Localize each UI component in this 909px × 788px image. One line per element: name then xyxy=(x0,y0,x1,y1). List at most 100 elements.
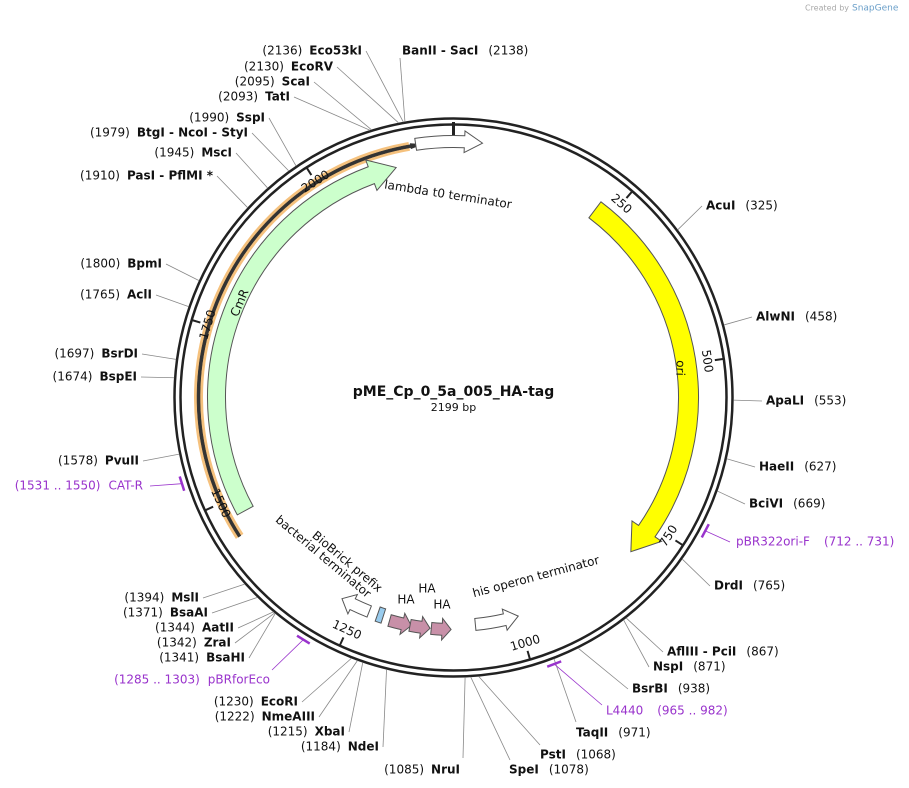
tick-mark xyxy=(625,190,634,199)
enzyme-name: ScaI xyxy=(282,75,310,89)
enzyme-leader xyxy=(165,263,200,281)
primer-range: (1531 .. 1550) xyxy=(15,479,101,493)
enzyme-name: EcoRI xyxy=(261,695,298,709)
feature-label: HA xyxy=(418,582,436,596)
enzyme-name: NspI xyxy=(653,660,683,674)
tick-mark xyxy=(305,166,313,176)
enzyme-leader xyxy=(382,669,387,748)
enzyme-name: HaeII xyxy=(759,460,794,474)
enzyme-name: ZraI xyxy=(204,636,231,650)
primer-range: (1285 .. 1303) xyxy=(114,673,200,687)
tick-mark xyxy=(204,505,214,512)
tick-mark xyxy=(526,650,532,660)
tick-mark xyxy=(714,357,724,362)
enzyme-name: Eco53kI xyxy=(309,44,362,58)
enzyme-position: (2138) xyxy=(488,44,528,58)
tick-label: 500 xyxy=(699,349,716,374)
enzyme-position: (1697) xyxy=(54,347,94,361)
enzyme-position: (2093) xyxy=(218,90,258,104)
enzyme-position: (1910) xyxy=(80,169,120,183)
enzyme-name: NmeAIII xyxy=(262,710,315,724)
enzyme-name: BpmI xyxy=(127,257,162,271)
enzyme-leader xyxy=(577,647,629,690)
enzyme-position: (1394) xyxy=(124,591,164,605)
enzyme-name: EcoRV xyxy=(291,60,334,74)
enzyme-leader xyxy=(623,619,650,668)
enzyme-position: (2136) xyxy=(262,44,302,58)
enzyme-name: BsrBI xyxy=(632,682,668,696)
enzyme-name: DrdI xyxy=(714,579,743,593)
feature-arrow xyxy=(341,593,373,618)
enzyme-name: MscI xyxy=(201,146,232,160)
enzyme-name: NruI xyxy=(431,763,460,777)
enzyme-position: (1578) xyxy=(58,454,98,468)
feature-arrow xyxy=(387,611,412,636)
enzyme-name: AcuI xyxy=(706,199,735,213)
enzyme-name: SpeI xyxy=(509,763,539,777)
tick-mark xyxy=(674,539,684,547)
enzyme-name: BsrDI xyxy=(101,347,138,361)
enzyme-leader xyxy=(248,613,276,659)
enzyme-name: TaqII xyxy=(576,726,608,740)
enzyme-leader xyxy=(211,597,258,614)
primer-range: (965 .. 982) xyxy=(657,704,727,718)
enzyme-position: (867) xyxy=(746,645,778,659)
enzyme-leader xyxy=(348,662,364,733)
feature-label: bacterial terminator xyxy=(273,513,374,601)
enzyme-position: (2095) xyxy=(235,75,275,89)
primer-range: (712 .. 731) xyxy=(824,535,894,549)
enzyme-position: (1765) xyxy=(80,288,120,302)
enzyme-leader xyxy=(462,677,466,759)
primer-leader xyxy=(705,530,731,543)
enzyme-name: ApaLI xyxy=(766,394,804,408)
enzyme-leader xyxy=(553,658,577,723)
enzyme-name: AflIII - PciI xyxy=(667,645,736,659)
enzyme-position: (458) xyxy=(805,310,837,324)
enzyme-name: PvuII xyxy=(105,454,139,468)
enzyme-leader xyxy=(140,376,175,379)
feature-arrow xyxy=(474,608,520,632)
enzyme-position: (765) xyxy=(753,579,785,593)
enzyme-leader xyxy=(216,175,248,208)
primer-name: pBRforEco xyxy=(208,673,270,687)
feature-label: his operon terminator xyxy=(471,553,601,600)
enzyme-position: (669) xyxy=(793,497,825,511)
primer-bar xyxy=(546,660,562,668)
enzyme-name: BsaHI xyxy=(206,651,245,665)
enzyme-name: XbaI xyxy=(315,725,345,739)
feature-label: ori xyxy=(673,360,688,376)
enzyme-leader xyxy=(235,152,268,189)
watermark-prefix: Created by xyxy=(805,4,849,13)
tick-label: 1250 xyxy=(330,617,364,642)
feature-label: lambda t0 terminator xyxy=(383,178,512,212)
enzyme-position: (1342) xyxy=(157,636,197,650)
enzyme-position: (971) xyxy=(618,726,650,740)
enzyme-name: PasI - PflMI * xyxy=(127,169,214,183)
primer-name: L4440 xyxy=(606,704,643,718)
primer-leader xyxy=(149,483,182,487)
enzyme-name: TatI xyxy=(265,90,290,104)
enzyme-name: BanII - SacI xyxy=(402,44,478,58)
enzyme-name: NdeI xyxy=(348,740,379,754)
primer-leader xyxy=(553,663,603,706)
enzyme-leader xyxy=(365,50,404,123)
enzyme-leader xyxy=(625,617,664,653)
enzyme-position: (1085) xyxy=(384,763,424,777)
enzyme-position: (1341) xyxy=(159,651,199,665)
tick-label: 1000 xyxy=(509,632,542,654)
enzyme-position: (1215) xyxy=(268,725,308,739)
enzyme-leader xyxy=(313,81,372,131)
primer-leader xyxy=(271,639,304,671)
enzyme-position: (553) xyxy=(814,394,846,408)
enzyme-leader xyxy=(251,132,290,172)
enzyme-position: (938) xyxy=(678,682,710,696)
enzyme-leader xyxy=(717,490,746,505)
backbone-outer xyxy=(173,117,734,678)
enzyme-position: (1800) xyxy=(80,257,120,271)
plasmid-length: 2199 bp xyxy=(431,401,476,414)
enzyme-leader xyxy=(237,611,274,629)
enzyme-position: (2130) xyxy=(244,60,284,74)
enzyme-position: (1990) xyxy=(189,111,229,125)
